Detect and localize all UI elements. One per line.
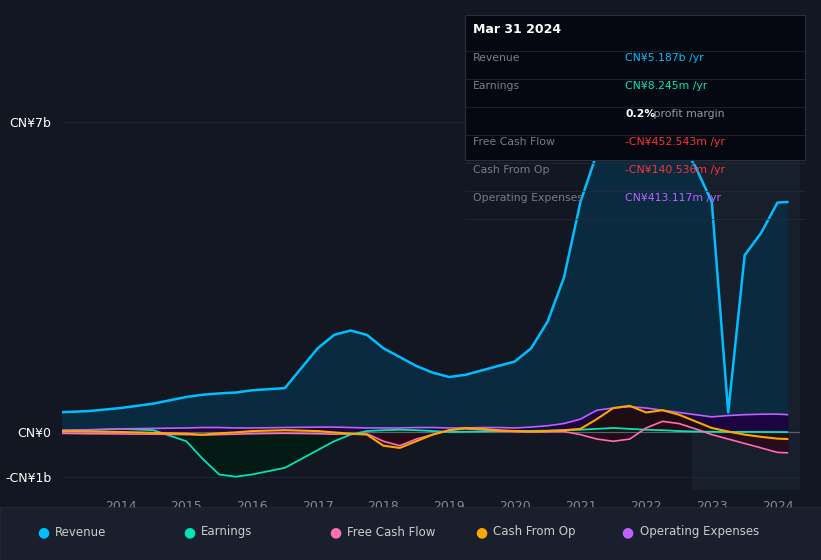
- Text: ●: ●: [37, 525, 49, 539]
- Text: Earnings: Earnings: [473, 81, 521, 91]
- Text: 0.2%: 0.2%: [625, 109, 655, 119]
- Text: CN¥8.245m /yr: CN¥8.245m /yr: [625, 81, 708, 91]
- Text: ●: ●: [183, 525, 195, 539]
- Bar: [692, 87, 800, 490]
- Text: profit margin: profit margin: [649, 109, 724, 119]
- Text: CN¥5.187b /yr: CN¥5.187b /yr: [625, 53, 704, 63]
- Text: Revenue: Revenue: [473, 53, 521, 63]
- Text: -CN¥140.536m /yr: -CN¥140.536m /yr: [625, 165, 725, 175]
- Text: Free Cash Flow: Free Cash Flow: [473, 137, 555, 147]
- Text: ●: ●: [621, 525, 634, 539]
- Text: Earnings: Earnings: [201, 525, 253, 539]
- Text: Revenue: Revenue: [55, 525, 107, 539]
- Text: Mar 31 2024: Mar 31 2024: [473, 23, 562, 36]
- Text: -CN¥452.543m /yr: -CN¥452.543m /yr: [625, 137, 725, 147]
- Text: Free Cash Flow: Free Cash Flow: [347, 525, 436, 539]
- Text: Operating Expenses: Operating Expenses: [640, 525, 759, 539]
- Text: Cash From Op: Cash From Op: [473, 165, 550, 175]
- Text: ●: ●: [329, 525, 342, 539]
- Text: ●: ●: [475, 525, 488, 539]
- Text: CN¥413.117m /yr: CN¥413.117m /yr: [625, 193, 721, 203]
- Text: Cash From Op: Cash From Op: [493, 525, 576, 539]
- Text: Operating Expenses: Operating Expenses: [473, 193, 583, 203]
